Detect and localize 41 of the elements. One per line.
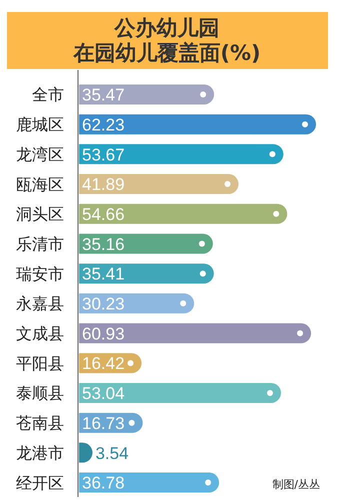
data-label: 30.23 — [82, 294, 125, 314]
data-label: 35.41 — [82, 264, 125, 284]
data-label: 35.16 — [82, 234, 125, 254]
data-label: 16.73 — [82, 414, 125, 433]
y-tick-label: 文成县 — [16, 324, 64, 344]
y-tick-label: 乐清市 — [16, 234, 64, 254]
y-tick-label: 龙港市 — [16, 443, 64, 462]
data-label: 16.42 — [82, 354, 125, 374]
bar — [79, 114, 316, 134]
y-tick-label: 鹿城区 — [16, 115, 64, 134]
data-label: 53.04 — [82, 384, 125, 404]
y-tick-label: 经开区 — [16, 473, 64, 492]
y-tick-label: 全市 — [32, 85, 64, 104]
bar — [79, 234, 213, 254]
data-label: 53.67 — [82, 145, 125, 164]
y-tick-label: 泰顺县 — [16, 384, 64, 403]
y-tick-label: 永嘉县 — [16, 294, 64, 314]
y-tick-label: 洞头区 — [16, 204, 64, 224]
data-label: 41.89 — [82, 175, 125, 194]
bar — [79, 84, 214, 104]
data-label: 54.66 — [82, 204, 125, 224]
y-tick-label: 瓯海区 — [16, 174, 64, 194]
bar — [79, 174, 239, 194]
chart-title: 公办幼儿园在园幼儿覆盖面(%) — [72, 16, 261, 65]
bar — [79, 293, 194, 314]
data-label: 60.93 — [82, 324, 125, 344]
y-tick-label: 平阳县 — [16, 354, 64, 373]
bar — [79, 144, 284, 164]
data-label: 35.47 — [82, 86, 125, 105]
bar — [79, 264, 214, 284]
annotation: 制图/丛丛 — [272, 478, 320, 491]
data-label: 3.54 — [95, 444, 129, 463]
y-tick-label: 龙湾区 — [16, 144, 64, 164]
data-label: 36.78 — [82, 474, 125, 493]
y-tick-label: 苍南县 — [16, 414, 64, 433]
bar — [79, 472, 220, 493]
y-tick-label: 瑞安市 — [16, 264, 64, 284]
bar — [79, 323, 312, 344]
bar — [79, 382, 281, 403]
data-label: 62.23 — [82, 115, 125, 134]
bar — [79, 204, 288, 224]
